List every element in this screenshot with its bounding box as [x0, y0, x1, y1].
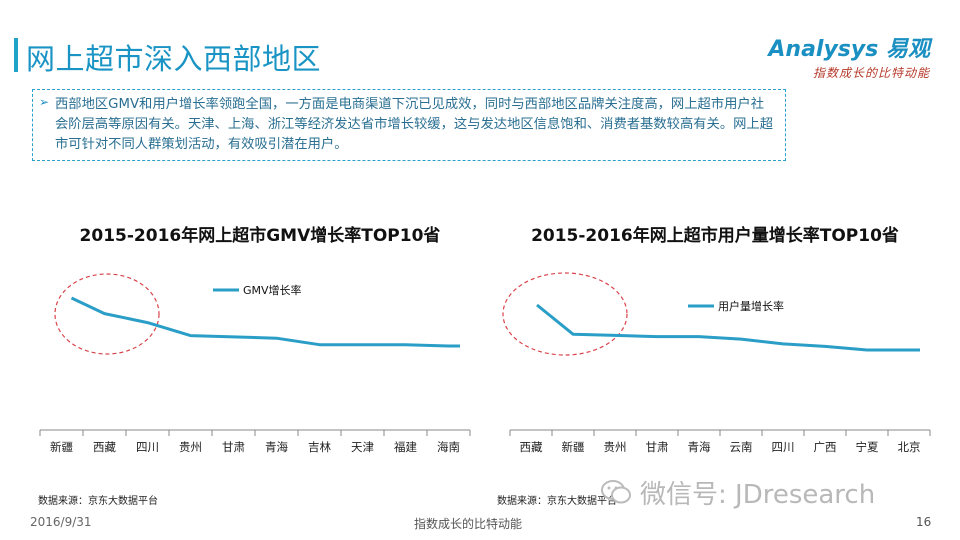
x-tick-label: 福建	[394, 440, 417, 454]
analysys-logo: Analysys 易观	[768, 37, 930, 62]
x-tick-label: 吉林	[308, 440, 331, 454]
wechat-icon	[601, 480, 631, 504]
page-title: 网上超市深入西部地区	[26, 42, 322, 76]
gmv-growth-chart: 新疆 西藏 四川 贵州 甘肃 青海 吉林 天津 福建 海南 GMV增长率	[39, 273, 471, 454]
title-accent-bar	[14, 38, 18, 72]
summary-box: ➢ 西部地区GMV和用户增长率领跑全国，一方面是电商渠道下沉已见成效，同时与西部…	[32, 89, 786, 161]
chart2-title: 2015-2016年网上超市用户量增长率TOP10省	[531, 226, 899, 246]
footer-date: 2016/9/31	[30, 515, 92, 529]
legend-label: 用户量增长率	[718, 299, 784, 313]
chart1-source: 数据来源：京东大数据平台	[38, 496, 158, 507]
x-tick-label: 北京	[898, 440, 921, 454]
x-tick-label: 西藏	[520, 440, 543, 454]
x-tick-label: 青海	[265, 440, 288, 454]
summary-text: 西部地区GMV和用户增长率领跑全国，一方面是电商渠道下沉已见成效，同时与西部地区…	[55, 97, 774, 152]
x-tick-label: 四川	[136, 440, 159, 454]
chevron-right-icon: ➢	[39, 95, 50, 109]
x-tick-label: 贵州	[604, 440, 627, 454]
x-tick-label: 西藏	[93, 440, 116, 454]
x-tick-label: 新疆	[50, 440, 73, 454]
series-line	[70, 296, 460, 348]
highlight-circle	[54, 273, 160, 355]
x-tick-label: 云南	[730, 440, 753, 454]
chart1-title: 2015-2016年网上超市GMV增长率TOP10省	[79, 226, 441, 246]
x-tick-label: 宁夏	[856, 440, 879, 454]
x-tick-label: 新疆	[562, 440, 585, 454]
x-tick-label: 甘肃	[222, 440, 245, 454]
wechat-watermark: 微信号: JDresearch	[640, 480, 876, 510]
highlight-circle	[502, 272, 628, 356]
page-number: 16	[916, 515, 932, 529]
logo-tagline: 指数成长的比特动能	[812, 66, 930, 80]
x-tick-label: 贵州	[179, 440, 202, 454]
x-tick-label: 青海	[688, 440, 711, 454]
x-tick-label: 广西	[814, 440, 837, 454]
x-tick-label: 天津	[351, 440, 374, 454]
legend-label: GMV增长率	[243, 283, 302, 297]
x-tick-label: 甘肃	[646, 440, 669, 454]
x-tick-label: 四川	[772, 440, 795, 454]
user-growth-chart: 西藏 新疆 贵州 甘肃 青海 云南 四川 广西 宁夏 北京 用户量增长率	[502, 272, 931, 454]
footer-tagline: 指数成长的比特动能	[414, 517, 523, 531]
x-tick-label: 海南	[437, 440, 460, 454]
chart2-source: 数据来源：京东大数据平台	[497, 496, 617, 507]
